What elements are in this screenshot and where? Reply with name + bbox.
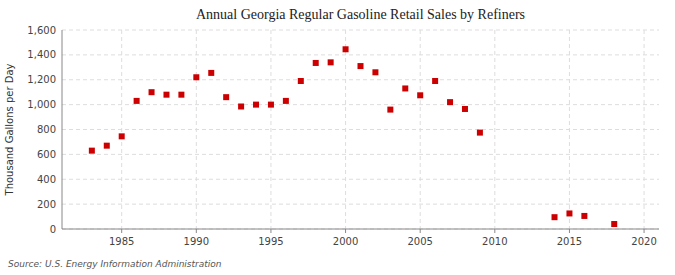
- y-grid-line: [62, 104, 659, 105]
- point: [402, 85, 408, 91]
- point: [328, 59, 334, 65]
- y-tick-label: 1,000: [27, 99, 56, 110]
- point: [462, 106, 468, 112]
- point: [89, 148, 95, 154]
- point: [283, 98, 289, 104]
- points: [89, 46, 617, 227]
- point: [343, 46, 349, 52]
- x-tick-label: 2010: [482, 236, 507, 247]
- point: [193, 74, 199, 80]
- point: [372, 69, 378, 75]
- y-tick-label: 800: [37, 124, 56, 135]
- y-grid-line: [62, 154, 659, 155]
- x-grid-line: [270, 30, 271, 229]
- x-tick: [569, 229, 570, 233]
- point: [477, 130, 483, 136]
- y-grid-line: [62, 204, 659, 205]
- point: [253, 102, 259, 108]
- grid: [62, 30, 659, 229]
- x-grid-line: [569, 30, 570, 229]
- x-tick-label: 2015: [557, 236, 582, 247]
- x-grid-line: [494, 30, 495, 229]
- point: [387, 107, 393, 113]
- x-axis-line: [62, 229, 659, 230]
- x-grid-line: [121, 30, 122, 229]
- x-grid-line: [196, 30, 197, 229]
- x-grid-line: [644, 30, 645, 229]
- point: [566, 210, 572, 216]
- x-tick: [270, 229, 271, 233]
- x-tick: [644, 229, 645, 233]
- point: [552, 214, 558, 220]
- point: [611, 221, 617, 227]
- point: [358, 63, 364, 69]
- y-tick-label: 400: [37, 174, 56, 185]
- point: [149, 89, 155, 95]
- chart: 0 200 400 600 800 1,000 1,200 1,400 1,600 1985 199…: [0, 0, 675, 275]
- x-tick-label: 1995: [258, 236, 283, 247]
- x-tick: [196, 229, 197, 233]
- y-axis-line: [62, 30, 63, 229]
- x-tick-label: 2000: [333, 236, 358, 247]
- x-tick-label: 1985: [109, 236, 134, 247]
- point: [268, 102, 274, 108]
- point: [104, 143, 110, 149]
- x-tick: [420, 229, 421, 233]
- point: [208, 70, 214, 76]
- point: [298, 78, 304, 84]
- point: [178, 92, 184, 98]
- title: Annual Georgia Regular Gasoline Retail S…: [196, 7, 525, 22]
- y-tick-label: 600: [37, 149, 56, 160]
- source-note: Source: U.S. Energy Information Administ…: [8, 259, 222, 269]
- point: [581, 213, 587, 219]
- x-tick: [345, 229, 346, 233]
- point: [119, 133, 125, 139]
- y-tick-label: 200: [37, 199, 56, 210]
- y-grid-line: [62, 229, 659, 230]
- x-tick-label: 2020: [631, 236, 656, 247]
- y-tick-label: 0: [50, 224, 56, 235]
- point: [163, 92, 169, 98]
- x-tick: [494, 229, 495, 233]
- point: [313, 60, 319, 66]
- y-axis-label: Thousand Gallons per Day: [4, 63, 15, 196]
- point: [134, 98, 140, 104]
- y-tick-label: 1,200: [27, 74, 56, 85]
- y-tick-label: 1,600: [27, 25, 56, 36]
- point: [223, 94, 229, 100]
- point: [447, 99, 453, 105]
- point: [432, 78, 438, 84]
- x-tick-label: 2005: [407, 236, 432, 247]
- y-tick-label: 1,400: [27, 49, 56, 60]
- x-tick-label: 1990: [184, 236, 209, 247]
- point: [417, 92, 423, 98]
- x-grid-line: [345, 30, 346, 229]
- point: [238, 103, 244, 109]
- x-grid-line: [420, 30, 421, 229]
- x-tick: [121, 229, 122, 233]
